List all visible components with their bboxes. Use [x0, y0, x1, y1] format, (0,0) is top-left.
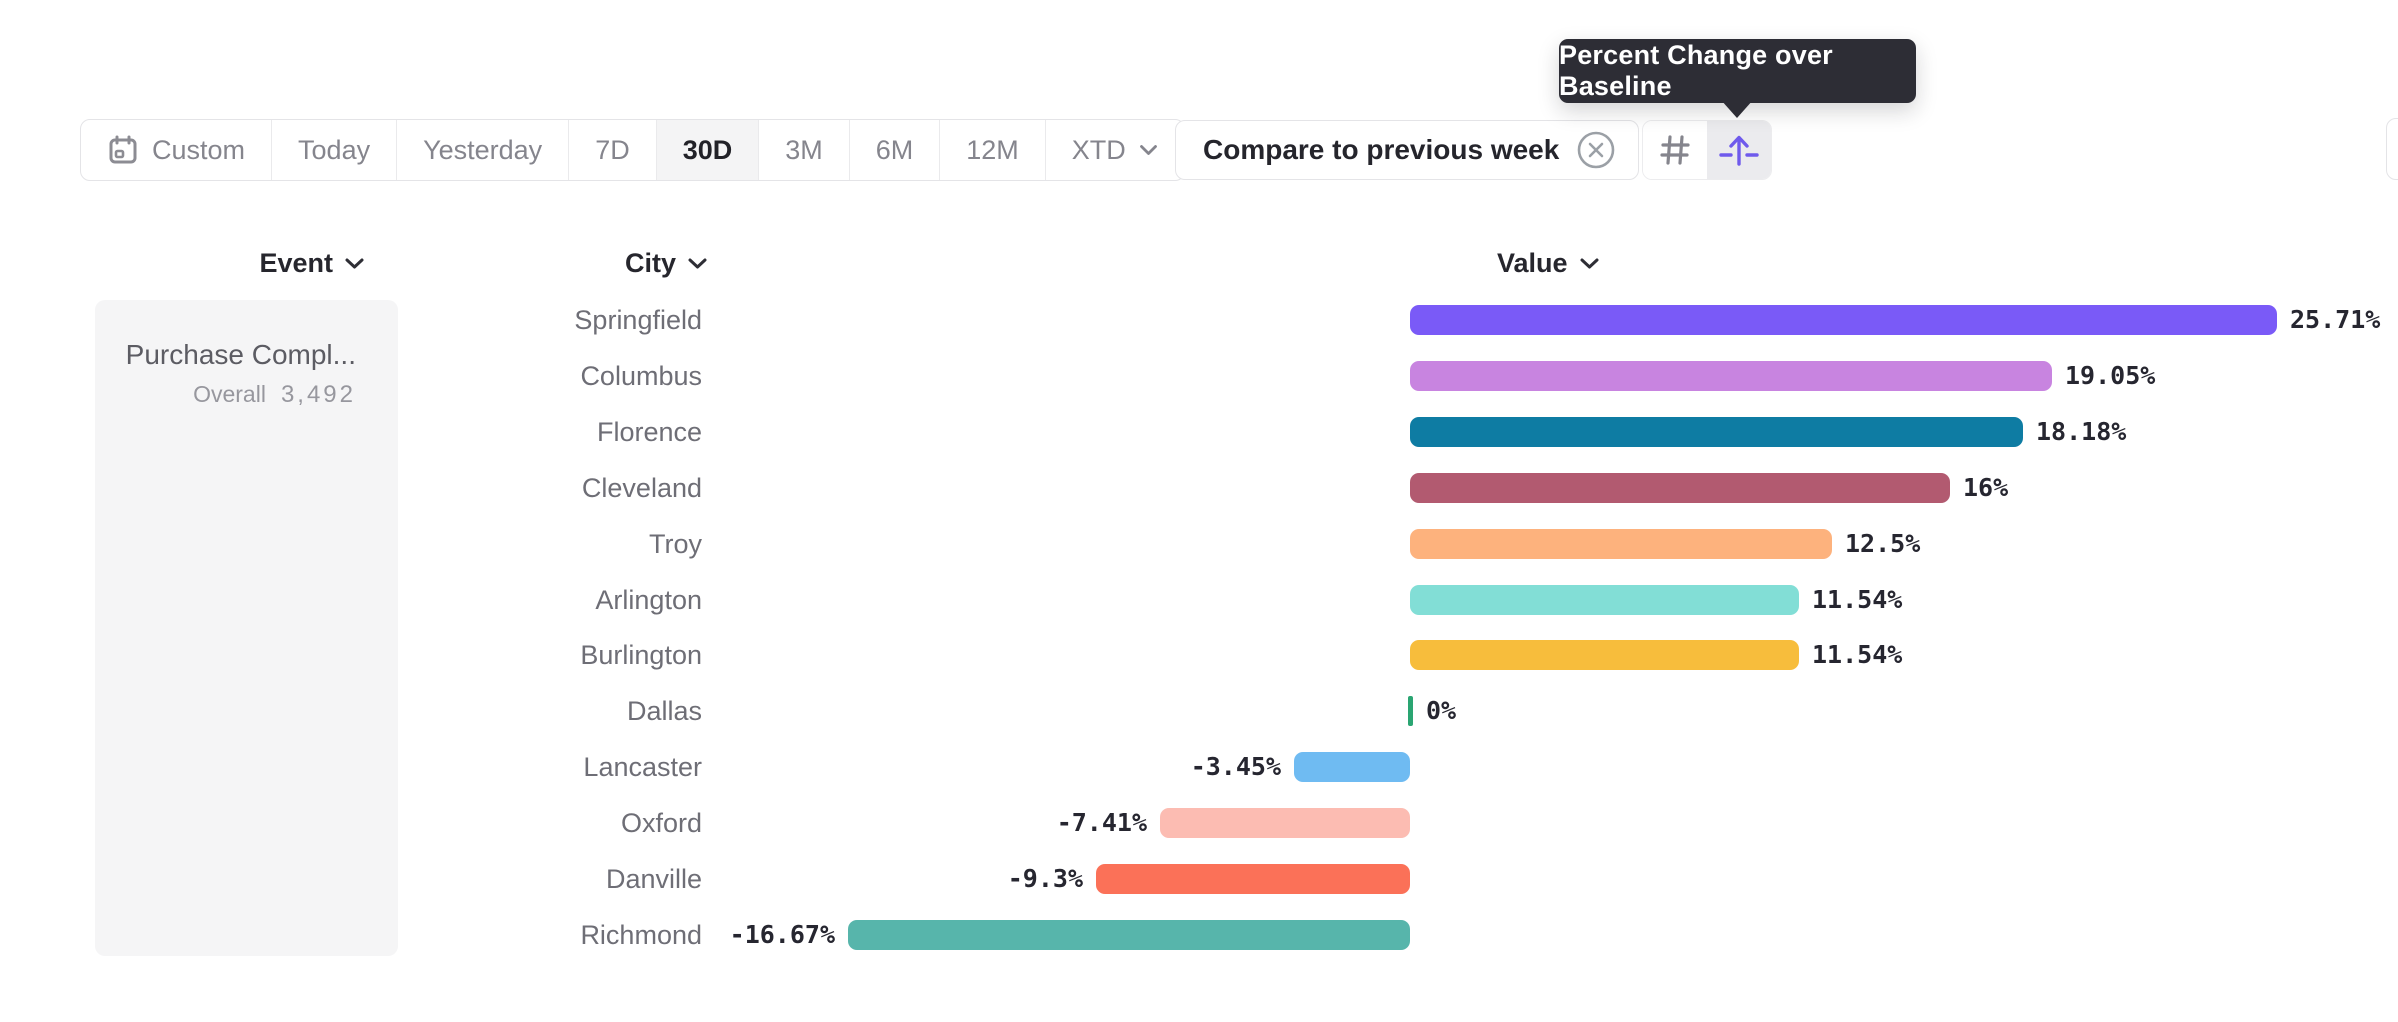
- value-label: -3.45%: [1190, 752, 1281, 781]
- bar-oxford[interactable]: [1160, 808, 1410, 838]
- bar-cleveland[interactable]: [1410, 473, 1950, 503]
- value-label: 19.05%: [2065, 361, 2156, 390]
- clipped-edge-button[interactable]: [2386, 118, 2398, 180]
- city-label: Oxford: [620, 808, 702, 838]
- column-header-event[interactable]: Event: [259, 246, 365, 280]
- remove-comparison-icon[interactable]: [1576, 130, 1616, 170]
- value-label: 0%: [1426, 696, 1457, 725]
- bar-danville[interactable]: [1096, 864, 1410, 894]
- city-label: Burlington: [580, 640, 702, 670]
- date-range-option-today[interactable]: Today: [272, 120, 398, 180]
- city-label: Danville: [605, 864, 702, 894]
- date-range-option-3m[interactable]: 3M: [759, 120, 850, 180]
- bar-dallas[interactable]: [1408, 696, 1413, 726]
- compare-chip-label: Compare to previous week: [1203, 134, 1560, 165]
- city-label: Richmond: [580, 920, 702, 950]
- bar-lancaster[interactable]: [1294, 752, 1410, 782]
- value-label: 16%: [1963, 473, 2009, 502]
- date-range-option-custom[interactable]: Custom: [81, 120, 273, 180]
- bar-columbus[interactable]: [1410, 361, 2052, 391]
- bar-arlington[interactable]: [1410, 585, 1799, 615]
- value-label: -7.41%: [1056, 808, 1147, 837]
- date-range-option-label: Yesterday: [423, 134, 543, 165]
- tooltip-arrow: [1721, 100, 1753, 118]
- chart-view-toggle: [1642, 120, 1772, 180]
- date-range-selector: Custom Today Yesterday 7D 30D 3M 6M 12M XTD: [80, 119, 1185, 181]
- date-range-option-12m[interactable]: 12M: [940, 120, 1046, 180]
- city-label: Columbus: [580, 361, 702, 391]
- bar-florence[interactable]: [1410, 417, 2023, 447]
- percent-change-over-baseline-button[interactable]: [1707, 121, 1771, 179]
- tooltip-text: Percent Change over Baseline: [1559, 40, 1833, 101]
- date-range-option-label: Custom: [152, 134, 246, 165]
- city-label: Dallas: [626, 696, 702, 726]
- date-range-option-label: 3M: [785, 134, 823, 165]
- date-range-option-label: 7D: [595, 134, 630, 165]
- date-range-option-label: 30D: [682, 134, 733, 165]
- hash-icon: [1657, 132, 1693, 168]
- tooltip-percent-change-over-baseline: Percent Change over Baseline: [1559, 39, 1916, 103]
- city-label: Springfield: [574, 305, 702, 335]
- chevron-down-icon: [1139, 144, 1158, 156]
- arrow-up-baseline-icon: [1718, 131, 1760, 169]
- column-header-city[interactable]: City: [625, 246, 708, 280]
- date-range-option-label: XTD: [1071, 134, 1126, 165]
- city-label: Lancaster: [583, 752, 702, 782]
- column-header-value[interactable]: Value: [1497, 246, 1600, 280]
- column-header-event-label: Event: [259, 247, 333, 278]
- date-range-option-label: 6M: [875, 134, 914, 165]
- city-label: Florence: [596, 417, 702, 447]
- value-label: 11.54%: [1812, 585, 1903, 614]
- event-card-title: Purchase Compl...: [125, 339, 356, 370]
- date-range-option-yesterday[interactable]: Yesterday: [397, 120, 570, 180]
- event-overall-label: Overall: [193, 381, 266, 407]
- column-header-value-label: Value: [1497, 247, 1568, 278]
- city-label: Troy: [649, 529, 702, 559]
- grid-view-button[interactable]: [1643, 121, 1707, 179]
- event-overall-value: 3,492: [280, 381, 356, 408]
- date-range-option-7d[interactable]: 7D: [569, 120, 657, 180]
- event-card-purchase-completed[interactable]: Purchase Compl... Overall 3,492: [95, 300, 398, 956]
- value-label: 12.5%: [1845, 529, 1921, 558]
- event-card-overall: Overall 3,492: [193, 381, 356, 409]
- bar-troy[interactable]: [1410, 529, 1832, 559]
- chevron-down-icon: [1579, 257, 1600, 270]
- value-label: 18.18%: [2036, 417, 2127, 446]
- bar-springfield[interactable]: [1410, 305, 2277, 335]
- bar-richmond[interactable]: [848, 920, 1410, 950]
- calendar-icon: [107, 134, 139, 166]
- value-label: -16.67%: [729, 920, 835, 949]
- city-label: Cleveland: [581, 473, 702, 503]
- bar-burlington[interactable]: [1410, 640, 1799, 670]
- column-header-city-label: City: [624, 247, 676, 278]
- compare-chip[interactable]: Compare to previous week: [1175, 120, 1640, 180]
- date-range-option-label: Today: [298, 134, 371, 165]
- value-label: -9.3%: [1007, 864, 1083, 893]
- date-range-option-label: 12M: [966, 134, 1019, 165]
- date-range-option-30d[interactable]: 30D: [656, 120, 760, 180]
- value-label: 11.54%: [1812, 640, 1903, 669]
- city-label: Arlington: [595, 585, 702, 615]
- chevron-down-icon: [344, 257, 365, 270]
- chevron-down-icon: [687, 257, 708, 270]
- date-range-option-6m[interactable]: 6M: [850, 120, 941, 180]
- date-range-option-xtd[interactable]: XTD: [1046, 120, 1184, 180]
- value-label: 25.71%: [2290, 305, 2381, 334]
